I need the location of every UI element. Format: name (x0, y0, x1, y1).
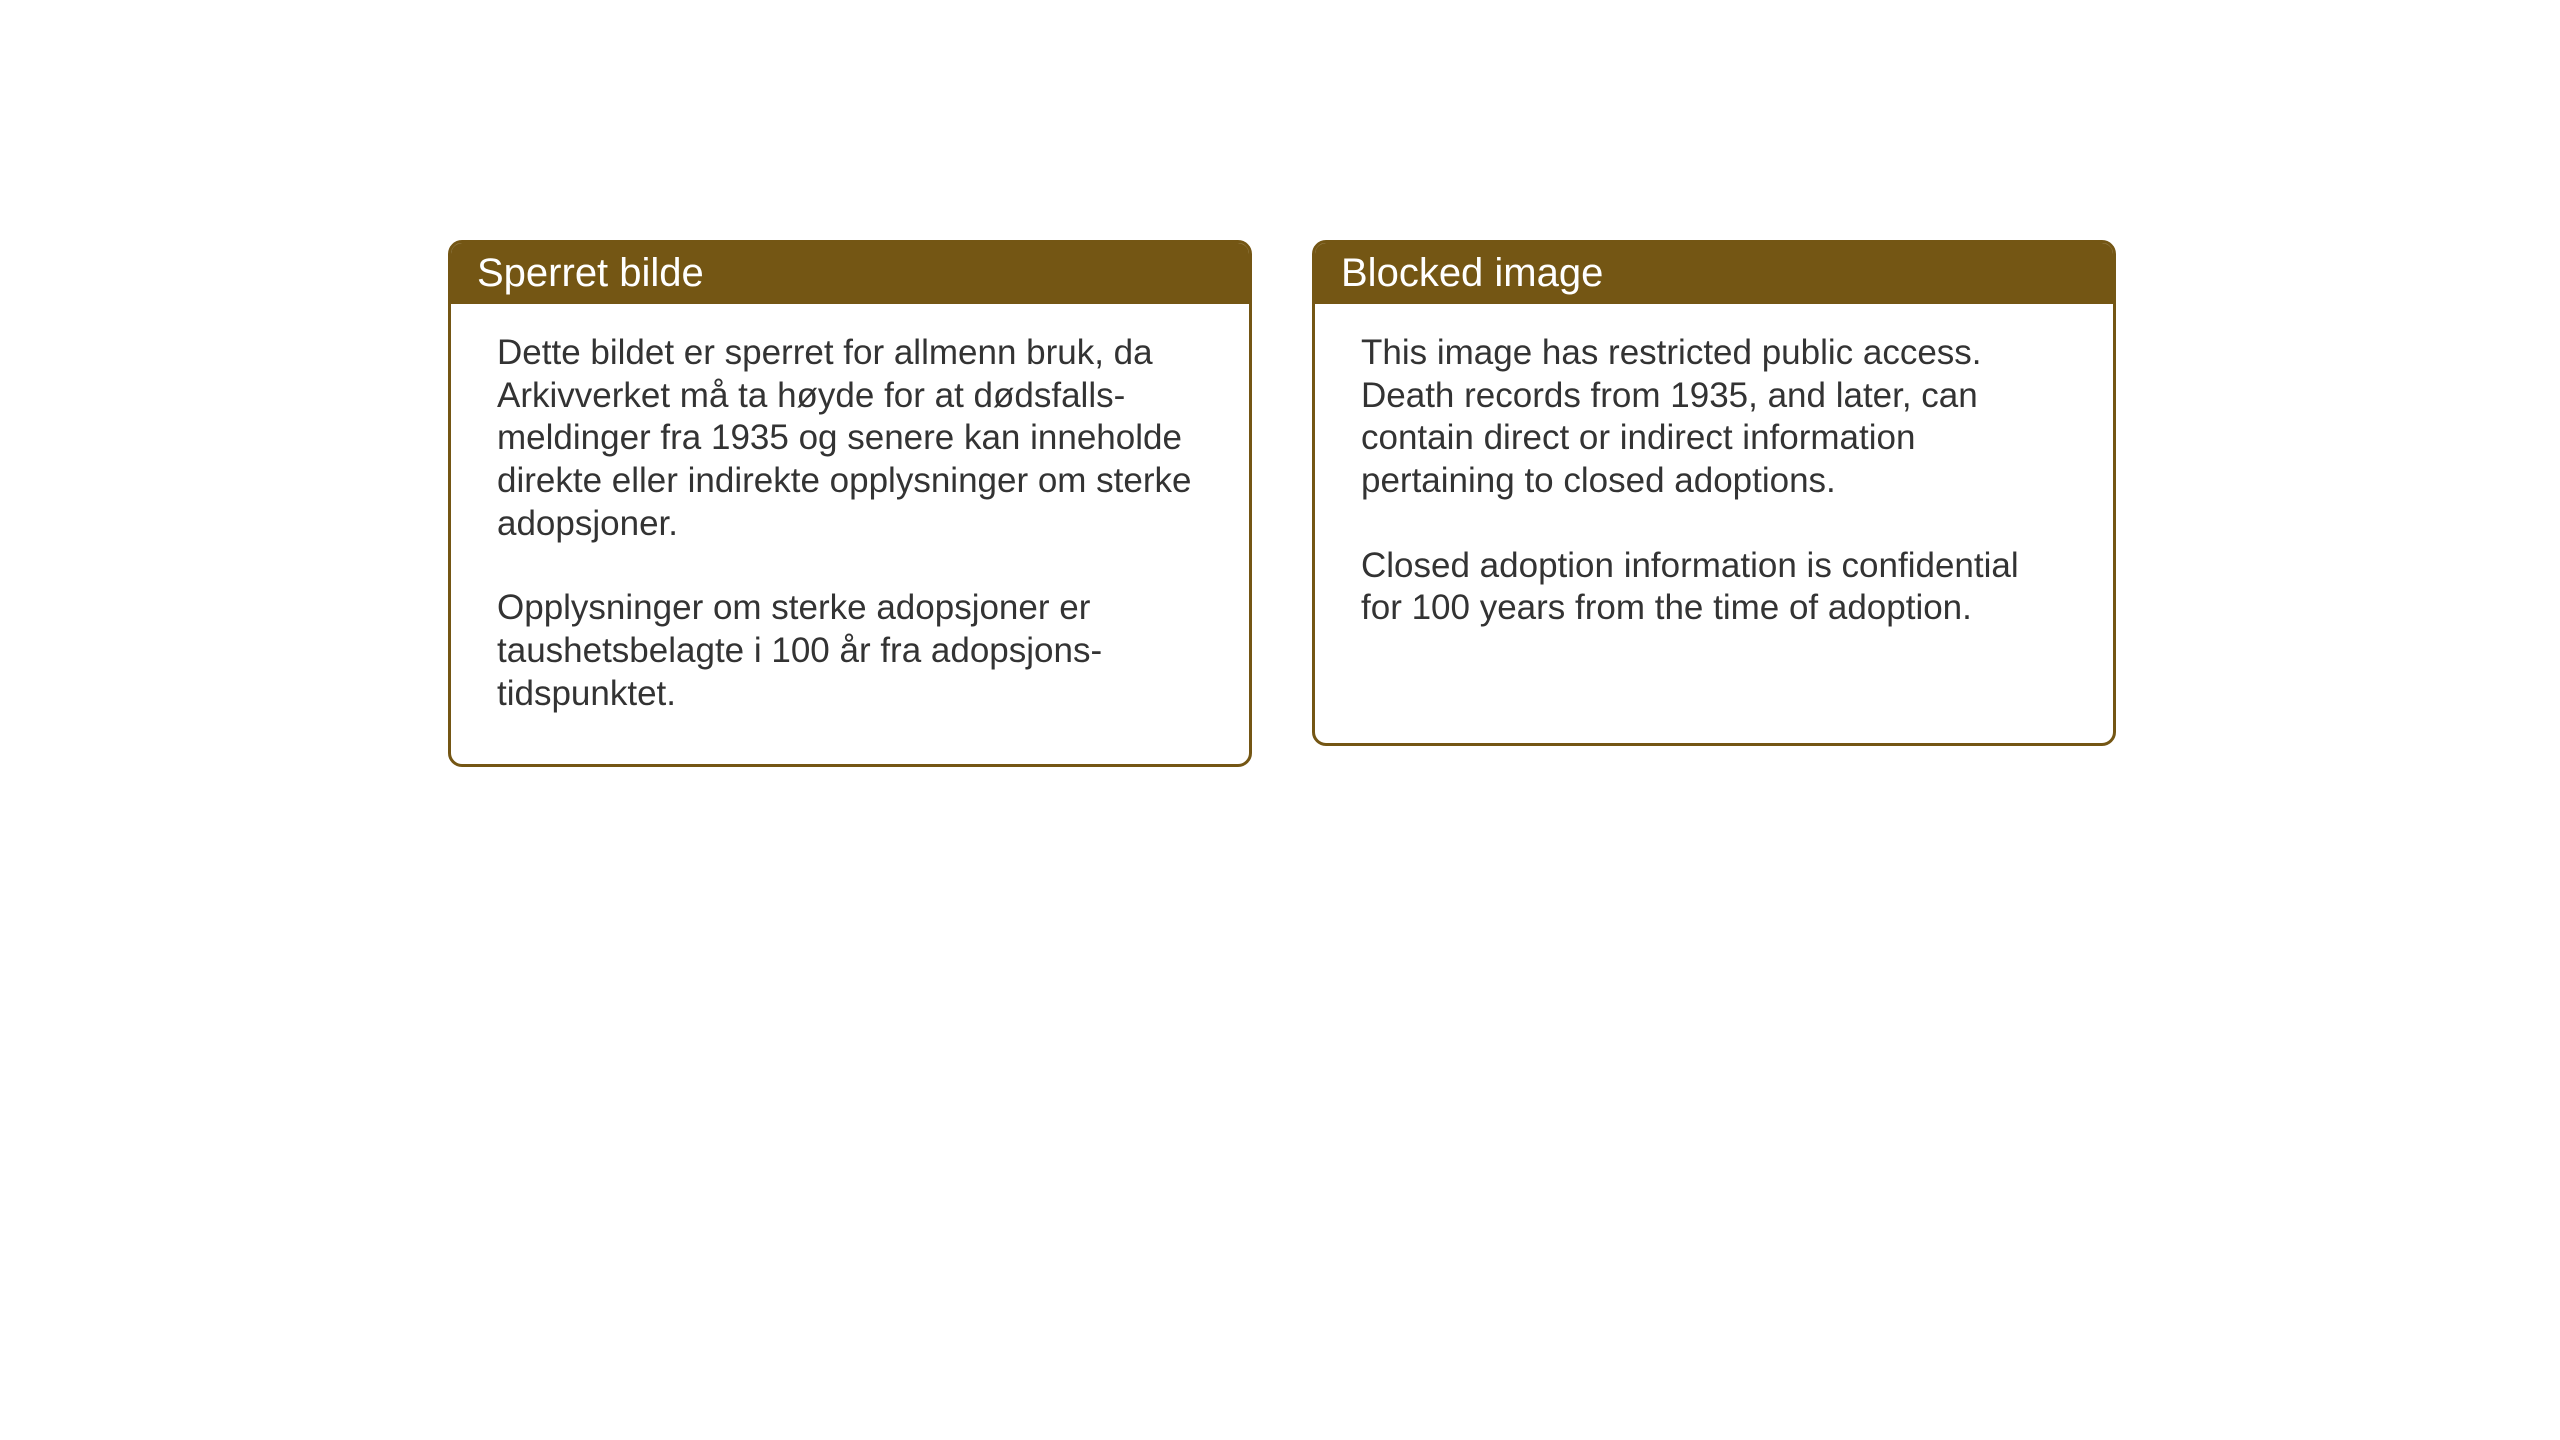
card-header-english: Blocked image (1315, 243, 2113, 304)
paragraph-text: Closed adoption information is confident… (1361, 545, 2067, 630)
card-body-english: This image has restricted public access.… (1315, 304, 2113, 678)
notice-card-english: Blocked image This image has restricted … (1312, 240, 2116, 746)
card-body-norwegian: Dette bildet er sperret for allmenn bruk… (451, 304, 1249, 764)
paragraph-text: Opplysninger om sterke adopsjoner er tau… (497, 587, 1203, 715)
card-title: Sperret bilde (477, 251, 704, 295)
notice-cards-container: Sperret bilde Dette bildet er sperret fo… (448, 240, 2116, 767)
notice-card-norwegian: Sperret bilde Dette bildet er sperret fo… (448, 240, 1252, 767)
paragraph-text: Dette bildet er sperret for allmenn bruk… (497, 332, 1203, 545)
paragraph-text: This image has restricted public access.… (1361, 332, 2067, 503)
card-title: Blocked image (1341, 251, 1603, 295)
card-header-norwegian: Sperret bilde (451, 243, 1249, 304)
